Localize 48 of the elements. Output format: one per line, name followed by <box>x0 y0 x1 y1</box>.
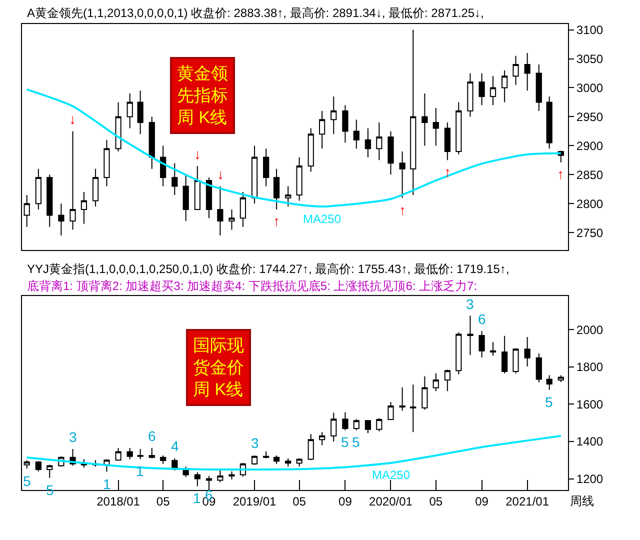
x-tick-label: 09 <box>338 494 352 508</box>
annotation: 黄金领先指标周 K线 <box>177 64 228 128</box>
annotation: 5 <box>352 434 360 450</box>
x-tick-label: 2019/01 <box>232 494 277 508</box>
y-tick-label: 3000 <box>576 80 604 95</box>
annotation: 6 <box>148 428 156 444</box>
annotation: ↑ <box>557 166 564 182</box>
annotation: MA250 <box>303 212 342 226</box>
x-tick-label: 09 <box>475 494 489 508</box>
x-tick-label: 05 <box>156 494 170 508</box>
annotation: 1 <box>103 476 111 492</box>
annotation: 5 <box>341 434 349 450</box>
annotation: ↑ <box>399 202 406 218</box>
y-tick-label: 2950 <box>576 110 604 124</box>
annotation: 国际现货金价周 K线 <box>193 336 244 400</box>
annotation: ↓ <box>69 111 76 127</box>
text: 周线 <box>570 494 594 508</box>
annotation: ↓ <box>217 166 224 182</box>
y-tick-label: 3050 <box>576 52 604 66</box>
y-tick-label: 2000 <box>576 322 604 337</box>
x-tick-label: 05 <box>292 494 306 508</box>
annotation: ↑ <box>273 213 280 229</box>
text: 底背离1: 顶背离2: 加速超买3: 加速超卖4: 下跌抵抗见底5: 上涨抵抗见顶6: 上涨乏力7: <box>27 279 478 293</box>
annotation: MA250 <box>372 468 410 482</box>
x-tick-label: 05 <box>429 494 443 508</box>
annotation: 3 <box>251 435 259 451</box>
annotation: ↓ <box>194 146 201 162</box>
x-tick-label: 2020/01 <box>369 494 413 508</box>
y-tick-label: 1800 <box>576 360 604 374</box>
annotation: 4 <box>171 438 179 454</box>
annotation: 3 <box>466 296 474 312</box>
y-tick-label: 2900 <box>576 138 604 153</box>
y-tick-label: 3100 <box>576 22 604 37</box>
y-tick-label: 1600 <box>576 397 604 412</box>
annotation: 5 <box>545 394 553 410</box>
y-tick-label: 2850 <box>576 168 604 182</box>
annotation: 6 <box>478 311 486 327</box>
y-tick-label: 1200 <box>576 472 604 486</box>
annotation: 3 <box>69 429 77 445</box>
annotation: 1 <box>193 490 201 506</box>
chart-title: A黄金领先(1,1,2013,0,0,0,0,1) 收盘价: 2883.38↑, 最高价: 2891.34↓, 最低价: 2871.25↓, <box>27 6 484 20</box>
x-tick-label: 2021/01 <box>506 494 550 508</box>
x-tick-label: 2018/01 <box>96 494 140 508</box>
y-tick-label: 2750 <box>576 226 604 240</box>
y-tick-label: 2800 <box>576 196 604 211</box>
chart-title: YYJ黄金指(1,1,0,0,0,1,0,250,0,1,0) 收盘价: 1744.27↑, 最高价: 1755.43↑, 最低价: 1719.15↑, <box>27 262 510 276</box>
annotation: 5 <box>23 473 31 489</box>
y-tick-label: 1400 <box>576 434 604 449</box>
